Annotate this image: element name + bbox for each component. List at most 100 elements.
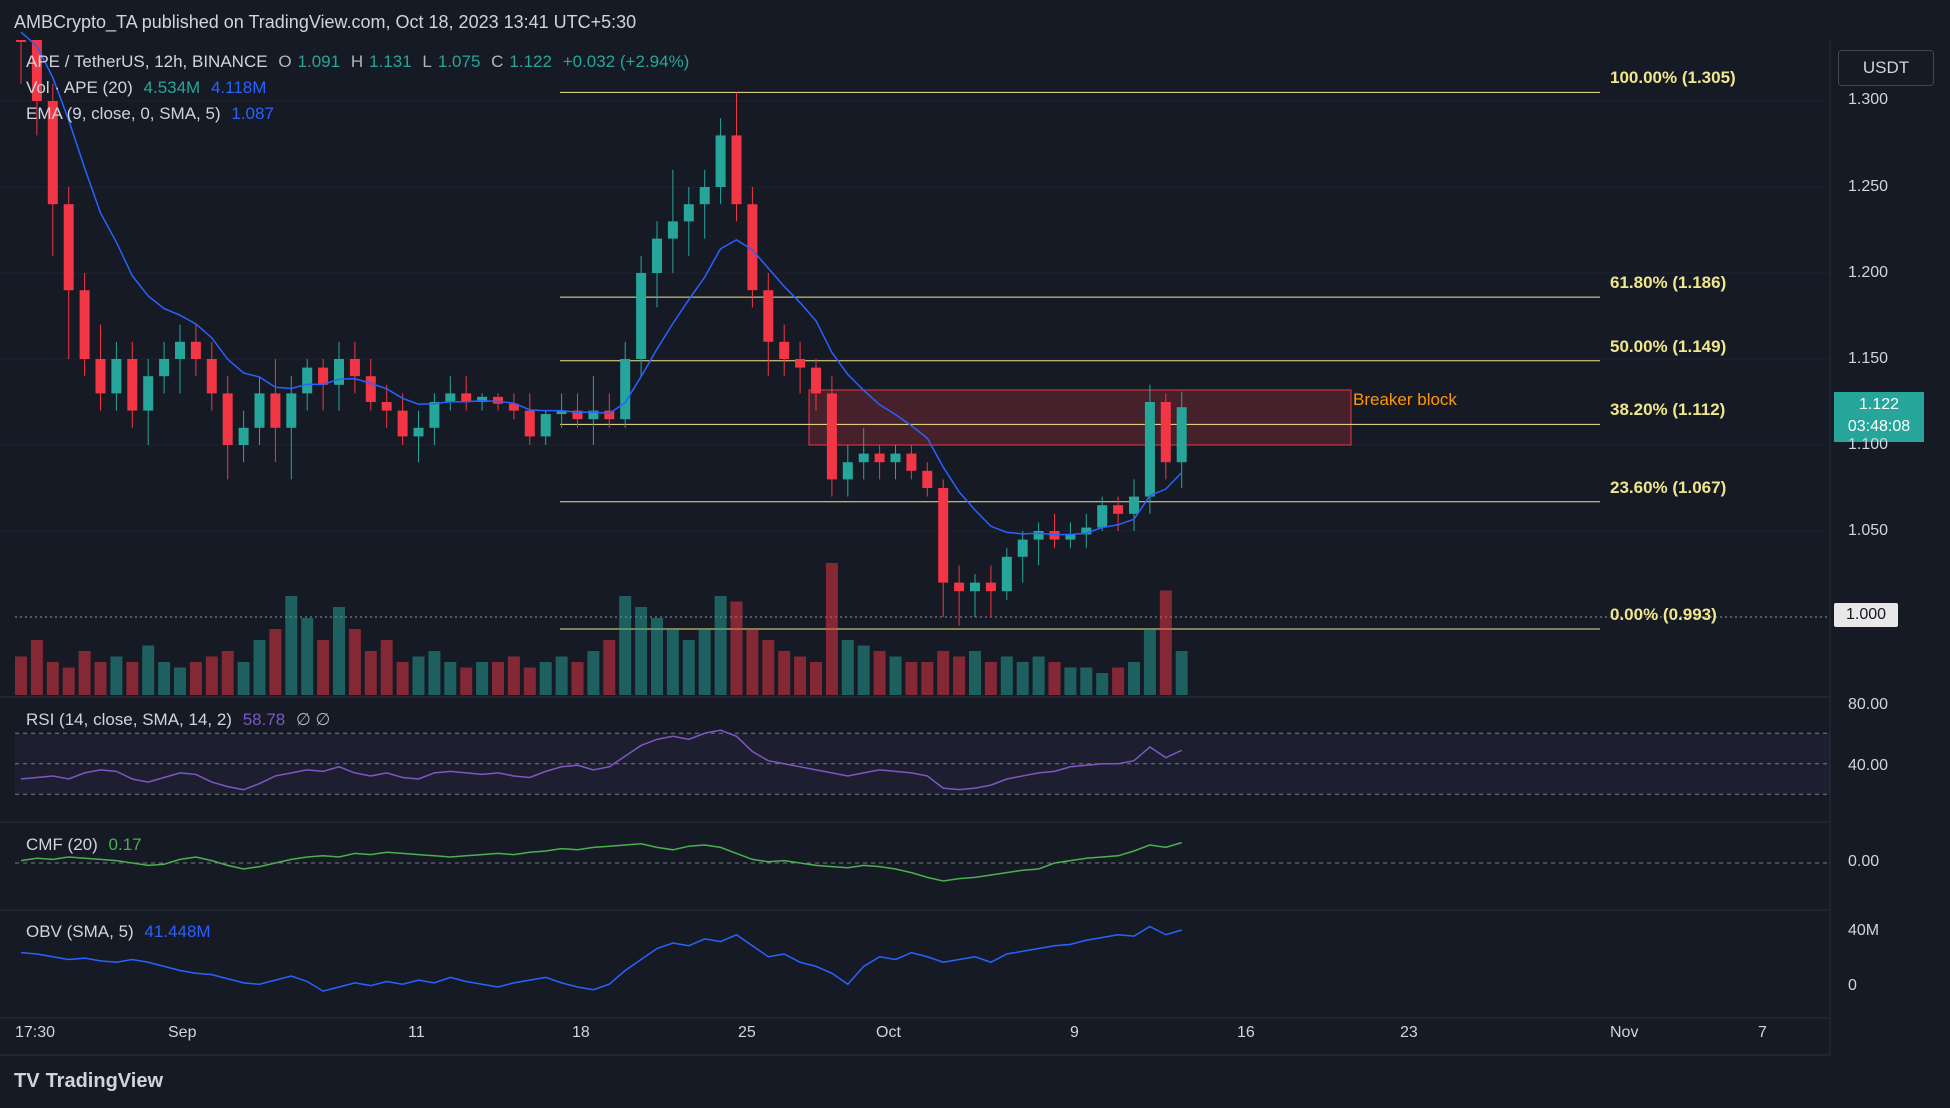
volume-bar: [301, 618, 314, 695]
volume-bar: [619, 596, 632, 695]
rsi-line: [20, 729, 1183, 791]
candle-body: [826, 393, 837, 480]
candle-body: [1017, 539, 1028, 557]
candle-body: [874, 453, 885, 463]
cmf-line: [20, 841, 1182, 882]
volume-bar: [571, 662, 584, 695]
candle-body: [636, 273, 647, 359]
volume-bar: [380, 640, 393, 695]
time-axis-label: 16: [1237, 1024, 1255, 1041]
volume-bar: [1064, 667, 1077, 695]
volume-bar: [746, 629, 759, 695]
candle-body: [906, 453, 917, 471]
price-axis-label: 1.050: [1848, 522, 1889, 539]
volume-bar: [364, 651, 377, 695]
candle-body: [286, 393, 297, 428]
volume-bar: [841, 640, 854, 695]
cmf-axis-label: 0.00: [1848, 853, 1880, 870]
volume-bar: [825, 563, 838, 695]
obv-label: OBV (SMA, 5): [26, 922, 134, 941]
volume-bar: [428, 651, 441, 695]
cmf-value: 0.17: [108, 835, 142, 854]
volume-legend[interactable]: Vol · APE (20) 4.534M 4.118M: [26, 78, 272, 98]
volume-bar: [126, 662, 139, 695]
symbol-title[interactable]: APE / TetherUS, 12h, BINANCE: [26, 52, 268, 71]
fib-level-label: 0.00% (0.993): [1610, 605, 1717, 625]
volume-bar: [587, 651, 600, 695]
time-axis-label: Nov: [1610, 1024, 1639, 1041]
cmf-legend[interactable]: CMF (20) 0.17: [26, 835, 148, 855]
candle-body: [16, 40, 26, 42]
candle-body: [175, 341, 185, 359]
time-axis-label: 25: [738, 1024, 756, 1041]
currency-button[interactable]: USDT: [1838, 50, 1934, 86]
volume-bar: [396, 662, 409, 695]
candle-body: [1097, 505, 1108, 528]
volume-bar: [30, 640, 43, 695]
candle-body: [1081, 527, 1092, 535]
volume-bar: [205, 656, 218, 695]
candle-body: [715, 135, 726, 187]
candle-body: [667, 221, 678, 239]
ema-label: EMA (9, close, 0, SMA, 5): [26, 104, 221, 123]
candle-body: [604, 410, 615, 420]
candle-body: [620, 359, 631, 420]
candle-body: [779, 341, 790, 359]
volume-bar: [539, 662, 552, 695]
rsi-label: RSI (14, close, SMA, 14, 2): [26, 710, 232, 729]
volume-bar: [221, 651, 234, 695]
obv-legend[interactable]: OBV (SMA, 5) 41.448M: [26, 922, 217, 942]
volume-bar: [285, 596, 298, 695]
candle-body: [1049, 531, 1060, 540]
candle-body: [445, 393, 456, 402]
candle-body: [429, 402, 440, 428]
volume-bar: [555, 656, 568, 695]
breaker-block-label: Breaker block: [1353, 390, 1457, 409]
level-tag: 1.000: [1834, 603, 1898, 627]
candle-body: [222, 393, 233, 445]
time-axis-label: 17:30: [15, 1024, 56, 1041]
candle-body: [747, 204, 758, 291]
volume-bar: [269, 629, 282, 695]
candle-body: [381, 402, 392, 411]
volume-bar: [889, 656, 902, 695]
time-axis-label: Sep: [168, 1024, 197, 1041]
volume-bar: [1016, 662, 1029, 695]
candle-body: [540, 414, 551, 437]
fib-level-label: 23.60% (1.067): [1610, 477, 1727, 497]
obv-axis-label: 40M: [1848, 922, 1880, 939]
volume-bar: [666, 629, 679, 695]
volume-bar: [698, 629, 711, 695]
last-price-tag: 1.122 03:48:08: [1834, 392, 1924, 442]
breaker-block-zone: [808, 389, 1352, 446]
candle-body: [699, 187, 710, 205]
volume-bar: [1032, 656, 1045, 695]
candle-body: [1033, 531, 1044, 540]
rsi-legend[interactable]: RSI (14, close, SMA, 14, 2) 58.78 ∅ ∅: [26, 710, 336, 730]
volume-bar: [1048, 662, 1061, 695]
candle-body: [970, 582, 980, 592]
rsi-value: 58.78: [242, 710, 286, 729]
symbol-legend: APE / TetherUS, 12h, BINANCE O 1.091 H 1.1…: [26, 52, 695, 72]
candle-body: [1113, 505, 1124, 514]
candle-body: [63, 204, 74, 291]
ema-line: [20, 31, 1183, 536]
last-price: 1.122: [1858, 396, 1900, 413]
volume-bar: [110, 656, 123, 695]
ohlc-low-label: L: [422, 52, 432, 71]
candle-body: [349, 359, 360, 377]
ema-legend[interactable]: EMA (9, close, 0, SMA, 5) 1.087: [26, 104, 280, 124]
tradingview-logo[interactable]: TV TradingView: [14, 1070, 163, 1093]
candle-body: [95, 359, 106, 394]
volume-bar: [94, 662, 107, 695]
volume-bar: [444, 662, 457, 695]
volume-bar: [237, 662, 250, 695]
volume-ma-value: 4.118M: [210, 78, 267, 97]
candle-body: [683, 204, 694, 222]
cmf-label: CMF (20): [26, 835, 98, 854]
candle-body: [270, 393, 281, 428]
volume-bar: [969, 651, 981, 695]
volume-bar: [905, 662, 918, 695]
volume-bar: [492, 662, 504, 695]
